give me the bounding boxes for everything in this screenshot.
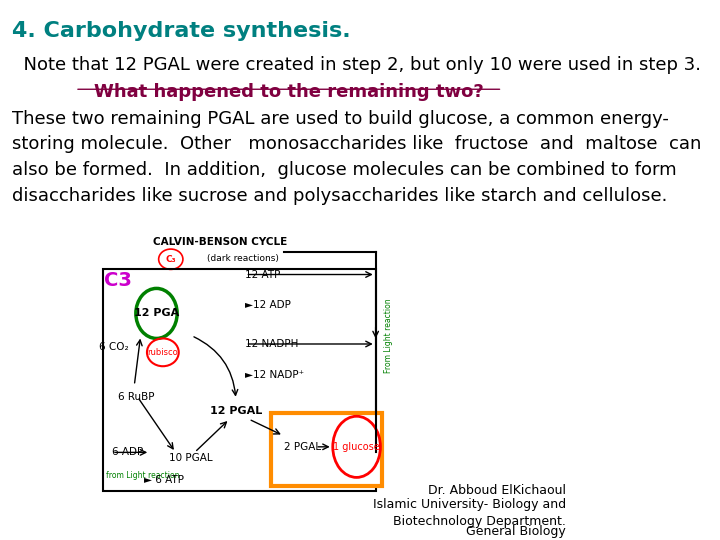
- Text: CALVIN-BENSON CYCLE: CALVIN-BENSON CYCLE: [153, 237, 287, 247]
- Text: 12 NADPH: 12 NADPH: [246, 339, 299, 349]
- Text: rubisco: rubisco: [148, 348, 179, 357]
- FancyBboxPatch shape: [271, 414, 382, 486]
- Text: 6 RuBP: 6 RuBP: [118, 392, 155, 402]
- Text: ►12 ADP: ►12 ADP: [246, 300, 292, 310]
- Text: (dark reactions): (dark reactions): [207, 254, 279, 264]
- Text: 6 CO₂: 6 CO₂: [99, 342, 129, 352]
- Text: 12 ATP: 12 ATP: [246, 269, 281, 280]
- Text: ►12 NADP⁺: ►12 NADP⁺: [246, 369, 305, 380]
- Text: C3: C3: [104, 271, 132, 289]
- Text: 12 PGA: 12 PGA: [134, 308, 179, 319]
- Text: 2 PGAL: 2 PGAL: [284, 442, 320, 452]
- Text: From Light reaction: From Light reaction: [384, 298, 392, 373]
- Text: 4. Carbohydrate synthesis.: 4. Carbohydrate synthesis.: [12, 22, 350, 42]
- Text: 12 PGAL: 12 PGAL: [210, 406, 262, 416]
- Text: from Light reaction: from Light reaction: [106, 471, 179, 480]
- Text: Note that 12 PGAL were created in step 2, but only 10 were used in step 3.: Note that 12 PGAL were created in step 2…: [12, 56, 701, 74]
- Text: ► 6 ATP: ► 6 ATP: [144, 475, 184, 485]
- Text: C₃: C₃: [166, 255, 176, 264]
- Text: Islamic University- Biology and
Biotechnology Department.: Islamic University- Biology and Biotechn…: [373, 498, 566, 528]
- Text: What happened to the remaining two?: What happened to the remaining two?: [94, 83, 484, 101]
- Text: 6 ADP: 6 ADP: [112, 447, 143, 457]
- Text: Dr. Abboud ElKichaoul: Dr. Abboud ElKichaoul: [428, 484, 566, 497]
- Text: 10 PGAL: 10 PGAL: [169, 453, 213, 463]
- Text: 1 glucose: 1 glucose: [333, 442, 380, 452]
- Text: General Biology: General Biology: [466, 525, 566, 538]
- Text: These two remaining PGAL are used to build glucose, a common energy-
storing mol: These two remaining PGAL are used to bui…: [12, 110, 701, 205]
